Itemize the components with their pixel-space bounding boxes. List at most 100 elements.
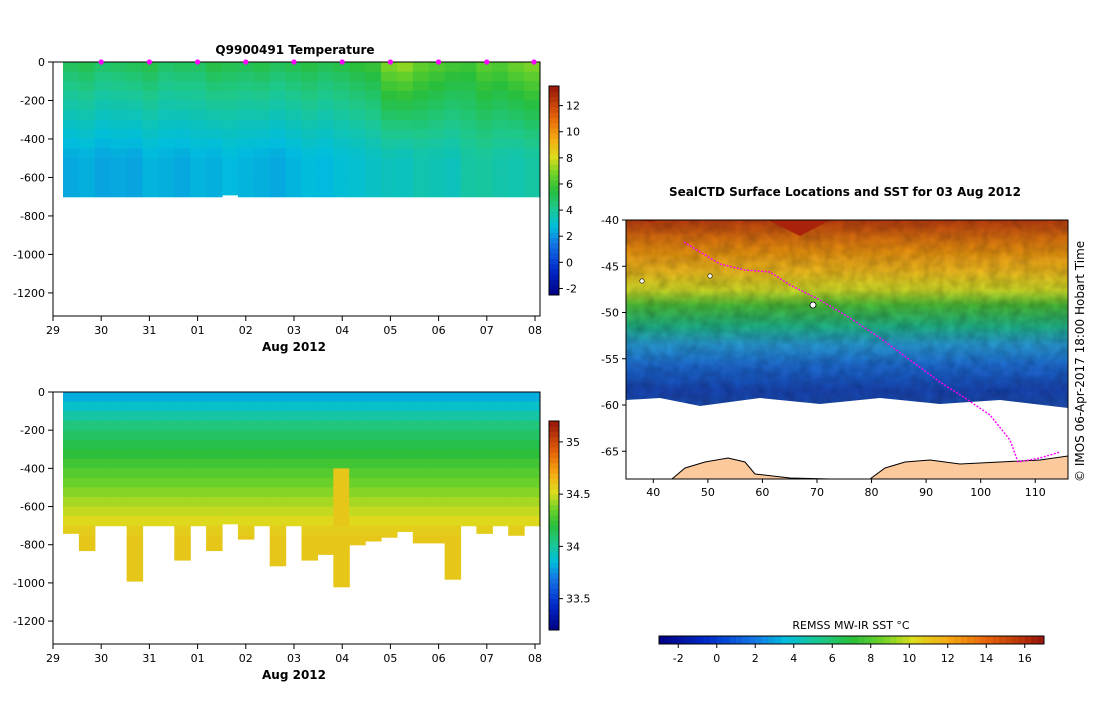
sst-colorbar-swatch: [691, 636, 698, 644]
salinity-cell: [142, 430, 159, 441]
temperature-cell: [333, 187, 350, 198]
salinity-cell: [206, 449, 223, 460]
temperature-cell: [444, 90, 462, 102]
temperature-cell: [174, 110, 191, 121]
salinity-cell: [333, 468, 350, 479]
salinity-cell: [222, 468, 239, 479]
temperature-cell: [126, 71, 144, 82]
temperature-cell: [110, 81, 128, 92]
temperature-cell: [78, 62, 96, 73]
temperature-cell: [110, 71, 128, 82]
salinity-cell: [396, 430, 414, 441]
temperature-cell: [460, 167, 477, 179]
temperature-cell: [444, 177, 462, 188]
temperature-cell: [428, 158, 446, 169]
sst-colorbar-swatch: [954, 636, 962, 644]
temperature-cell: [476, 138, 493, 150]
salinity-cell: [333, 554, 350, 565]
salinity-cell: [460, 497, 477, 508]
temperature-cell: [110, 187, 128, 198]
temperature-cell: [285, 71, 303, 82]
temperature-cell: [78, 100, 96, 111]
temperature-cell: [508, 81, 525, 92]
temperature-cell: [365, 119, 382, 130]
x-tick-label: 02: [239, 324, 253, 337]
temperature-cell: [253, 71, 271, 82]
salinity-cell: [476, 449, 493, 460]
salinity-cell: [253, 401, 271, 412]
salinity-cell: [63, 449, 80, 460]
temperature-cell: [285, 119, 303, 130]
colorbar-tick-label: 8: [566, 152, 573, 165]
temperature-cell: [444, 158, 462, 169]
colorbar-swatch: [549, 494, 559, 500]
salinity-cell: [508, 411, 525, 422]
colorbar-swatch: [549, 447, 559, 453]
temperature-cell: [333, 177, 350, 188]
sst-colorbar-swatch: [742, 636, 750, 644]
salinity-cell: [190, 487, 207, 498]
temperature-cell: [126, 81, 144, 92]
temperature-cell: [94, 148, 112, 159]
temperature-cell: [381, 119, 398, 130]
sst-colorbar-tick-label: 0: [713, 652, 720, 665]
temperature-cell: [190, 71, 207, 82]
x-tick-label: 01: [191, 324, 205, 337]
salinity-cell: [524, 468, 540, 479]
colorbar-tick-label: 10: [566, 126, 580, 139]
salinity-cell: [349, 477, 366, 489]
temperature-cell: [253, 177, 271, 188]
temperature-cell: [476, 119, 493, 130]
temperature-cell: [492, 167, 509, 179]
temperature-cell: [460, 62, 477, 73]
temperature-cell: [412, 129, 430, 140]
salinity-cell: [460, 516, 477, 527]
colorbar-swatch: [549, 258, 559, 265]
temperature-cell: [63, 90, 80, 102]
salinity-cell: [349, 458, 366, 469]
salinity-cell: [476, 516, 493, 527]
colorbar-swatch: [549, 200, 559, 207]
salinity-cell: [269, 468, 287, 479]
salinity-cell: [301, 535, 318, 546]
salinity-cell: [301, 554, 318, 561]
salinity-cell: [285, 439, 303, 450]
temperature-cell: [524, 177, 540, 188]
temperature-cell: [142, 158, 159, 169]
salinity-cell: [94, 420, 112, 431]
salinity-cell: [476, 411, 493, 422]
temperature-cell: [222, 90, 239, 102]
temperature-cell: [492, 110, 509, 121]
salinity-cell: [78, 411, 96, 422]
salinity-cell: [428, 430, 446, 441]
temperature-cell: [476, 110, 493, 121]
temperature-cell: [381, 71, 398, 82]
temperature-cell: [508, 158, 525, 169]
salinity-cell: [301, 487, 318, 498]
salinity-cell: [63, 468, 80, 479]
y-tick-label: -800: [20, 210, 45, 223]
temperature-cell: [142, 100, 159, 111]
salinity-cell: [269, 516, 287, 527]
temperature-cell: [126, 138, 144, 150]
temperature-cell: [508, 177, 525, 188]
temperature-cell: [333, 110, 350, 121]
salinity-cell: [78, 487, 96, 498]
salinity-cell: [253, 506, 271, 517]
salinity-cell: [444, 401, 462, 412]
salinity-cell: [365, 439, 382, 450]
temperature-cell: [508, 100, 525, 111]
temperature-cell: [158, 110, 175, 121]
island-marker: [809, 301, 817, 309]
temperature-cell: [142, 81, 159, 92]
salinity-cell: [126, 535, 144, 546]
temperature-cell: [94, 138, 112, 150]
salinity-cell: [206, 458, 223, 469]
temperature-cell: [333, 158, 350, 169]
temperature-cell: [508, 90, 525, 102]
temperature-cell: [285, 81, 303, 92]
colorbar-tick-label: 6: [566, 178, 573, 191]
salinity-cell: [158, 411, 175, 422]
salinity-cell: [110, 516, 128, 527]
temperature-cell: [428, 187, 446, 198]
